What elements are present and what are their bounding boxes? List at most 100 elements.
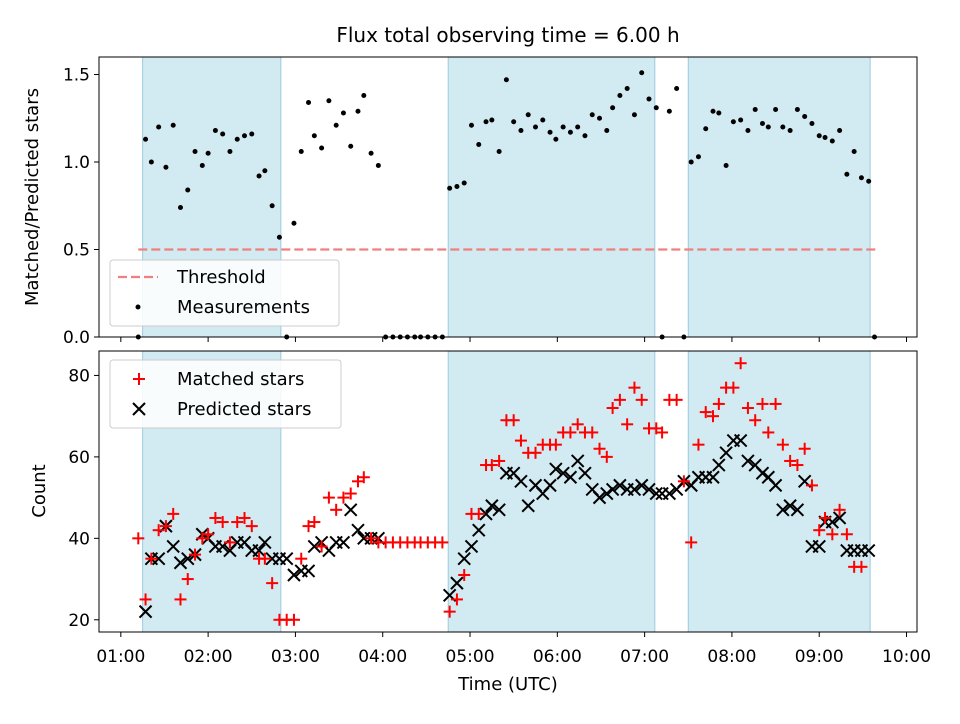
top-shaded-bands <box>142 56 871 338</box>
measurement-point <box>822 135 828 140</box>
x-tick-label: 04:00 <box>358 647 407 667</box>
top-legend: Threshold Measurements <box>109 259 340 327</box>
bottom-legend-box <box>109 359 342 429</box>
predicted-star-marker <box>514 474 528 489</box>
predicted-star-marker <box>570 454 585 468</box>
predicted-star-marker <box>301 564 316 578</box>
matched-star-marker <box>707 410 720 423</box>
measurement-point <box>298 149 304 154</box>
bottom-y-tick-label: 40 <box>68 529 90 549</box>
matched-star-marker <box>826 528 839 541</box>
top-y-tick-label: 1.0 <box>63 153 90 173</box>
x-tick-label: 06:00 <box>533 647 582 667</box>
matched-star-marker <box>685 536 698 549</box>
matched-star-marker <box>159 520 172 533</box>
bottom-y-tick-label: 60 <box>68 448 90 468</box>
matched-star-marker <box>855 560 868 573</box>
predicted-star-marker <box>543 478 557 493</box>
matched-star-marker <box>514 434 527 447</box>
measurement-point <box>249 131 255 137</box>
measurement-point <box>597 115 603 121</box>
matched-star-marker <box>635 393 648 406</box>
matched-star-marker <box>692 438 705 451</box>
legend-measurements-label: Measurements <box>177 297 310 318</box>
measurement-point <box>205 150 211 156</box>
top-y-tick-label: 0.0 <box>63 328 90 348</box>
matched-star-marker <box>485 459 498 472</box>
matched-star-marker <box>813 524 826 537</box>
predicted-star-marker <box>706 470 720 484</box>
matched-star-marker <box>238 511 251 524</box>
top-legend-box <box>109 259 340 327</box>
measurement-point <box>646 96 652 102</box>
measurement-point <box>866 178 872 184</box>
x-tick-label: 09:00 <box>795 647 844 667</box>
measurement-point <box>468 122 474 128</box>
measurement-point <box>348 143 354 149</box>
measurement-point <box>745 128 751 133</box>
predicted-star-marker <box>563 470 578 484</box>
predicted-star-marker <box>812 539 826 554</box>
matched-star-marker <box>670 393 683 406</box>
matched-star-marker <box>762 426 775 439</box>
measurement-point <box>518 128 524 133</box>
measurement-point <box>170 122 176 128</box>
measurement-point <box>496 149 502 154</box>
measurement-point <box>143 136 149 142</box>
measurement-point <box>851 149 857 154</box>
predicted-star-marker <box>457 551 471 566</box>
measurement-point <box>567 129 573 135</box>
x-axis-label: Time (UTC) <box>457 674 558 695</box>
matched-star-marker <box>450 593 463 606</box>
predicted-star-marker <box>556 466 570 480</box>
matched-star-marker <box>529 446 542 459</box>
measurement-point <box>199 163 205 168</box>
measurement-point <box>227 149 233 154</box>
measurement-point <box>547 129 553 135</box>
matched-star-marker <box>613 393 626 406</box>
predicted-star-marker <box>578 466 592 480</box>
predicted-star-marker <box>783 499 797 513</box>
measurement-point <box>454 184 460 189</box>
matched-star-marker <box>295 552 308 565</box>
measurement-point <box>256 173 262 179</box>
measurement-point <box>589 112 595 118</box>
matched-star-marker <box>805 479 818 492</box>
matched-star-marker <box>322 491 335 504</box>
matched-star-marker <box>181 573 194 586</box>
measurement-point <box>759 121 765 126</box>
measurement-point <box>156 124 162 130</box>
matched-star-marker <box>174 593 187 606</box>
top-shaded-band <box>687 56 871 338</box>
measurement-point <box>212 128 218 133</box>
predicted-star-marker <box>173 556 188 570</box>
x-tick-label: 02:00 <box>184 647 233 667</box>
measurement-point <box>631 112 637 118</box>
predicted-star-marker <box>790 503 805 517</box>
measurement-point <box>560 124 566 130</box>
matched-star-marker <box>152 524 165 537</box>
x-tick-label: 08:00 <box>707 647 756 667</box>
x-tick-label: 10:00 <box>882 647 931 667</box>
predicted-star-marker <box>166 539 180 554</box>
measurement-point <box>809 121 815 126</box>
predicted-star-marker <box>464 539 479 554</box>
measurement-point <box>703 126 709 132</box>
top-shaded-band <box>447 56 656 338</box>
predicted-star-marker <box>712 458 726 472</box>
matched-star-marker <box>436 536 449 549</box>
predicted-star-marker <box>627 482 642 497</box>
measurement-point <box>816 133 822 139</box>
top-plot-frame <box>98 56 918 338</box>
bottom-y-tick-label: 80 <box>68 366 90 386</box>
matched-star-marker <box>791 459 804 472</box>
matched-star-marker <box>167 507 180 520</box>
legend-matched-swatch <box>133 373 145 385</box>
matched-star-marker <box>287 613 300 626</box>
chart-title: Flux total observing time = 6.00 h <box>336 23 679 47</box>
matched-star-marker <box>132 532 145 545</box>
matched-star-marker <box>443 605 456 618</box>
predicted-star-marker <box>252 543 266 558</box>
measurement-point <box>340 110 346 116</box>
top-y-tick-label: 0.5 <box>63 241 90 261</box>
